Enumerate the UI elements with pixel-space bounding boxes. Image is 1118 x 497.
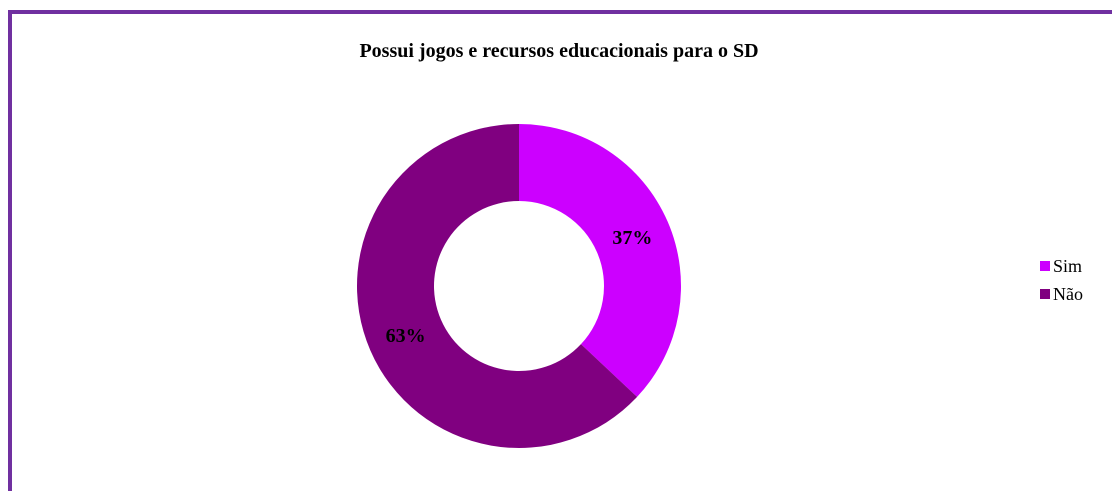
legend-item-sim: Sim (1040, 252, 1083, 280)
data-label-nao: 63% (386, 325, 426, 347)
legend-label-nao: Não (1053, 283, 1083, 304)
data-label-sim: 37% (612, 227, 652, 249)
slice-nao (356, 124, 638, 448)
donut-data-labels: 37% 63% (386, 227, 653, 347)
legend-item-nao: Não (1040, 280, 1083, 308)
legend: Sim Não (1040, 252, 1083, 308)
legend-label-sim: Sim (1053, 255, 1083, 276)
chart-title: Possui jogos e recursos educacionais par… (359, 40, 759, 62)
donut-slices (356, 124, 681, 448)
slice-sim (519, 124, 681, 397)
legend-swatch-sim (1040, 261, 1050, 271)
legend-swatch-nao (1040, 289, 1050, 299)
